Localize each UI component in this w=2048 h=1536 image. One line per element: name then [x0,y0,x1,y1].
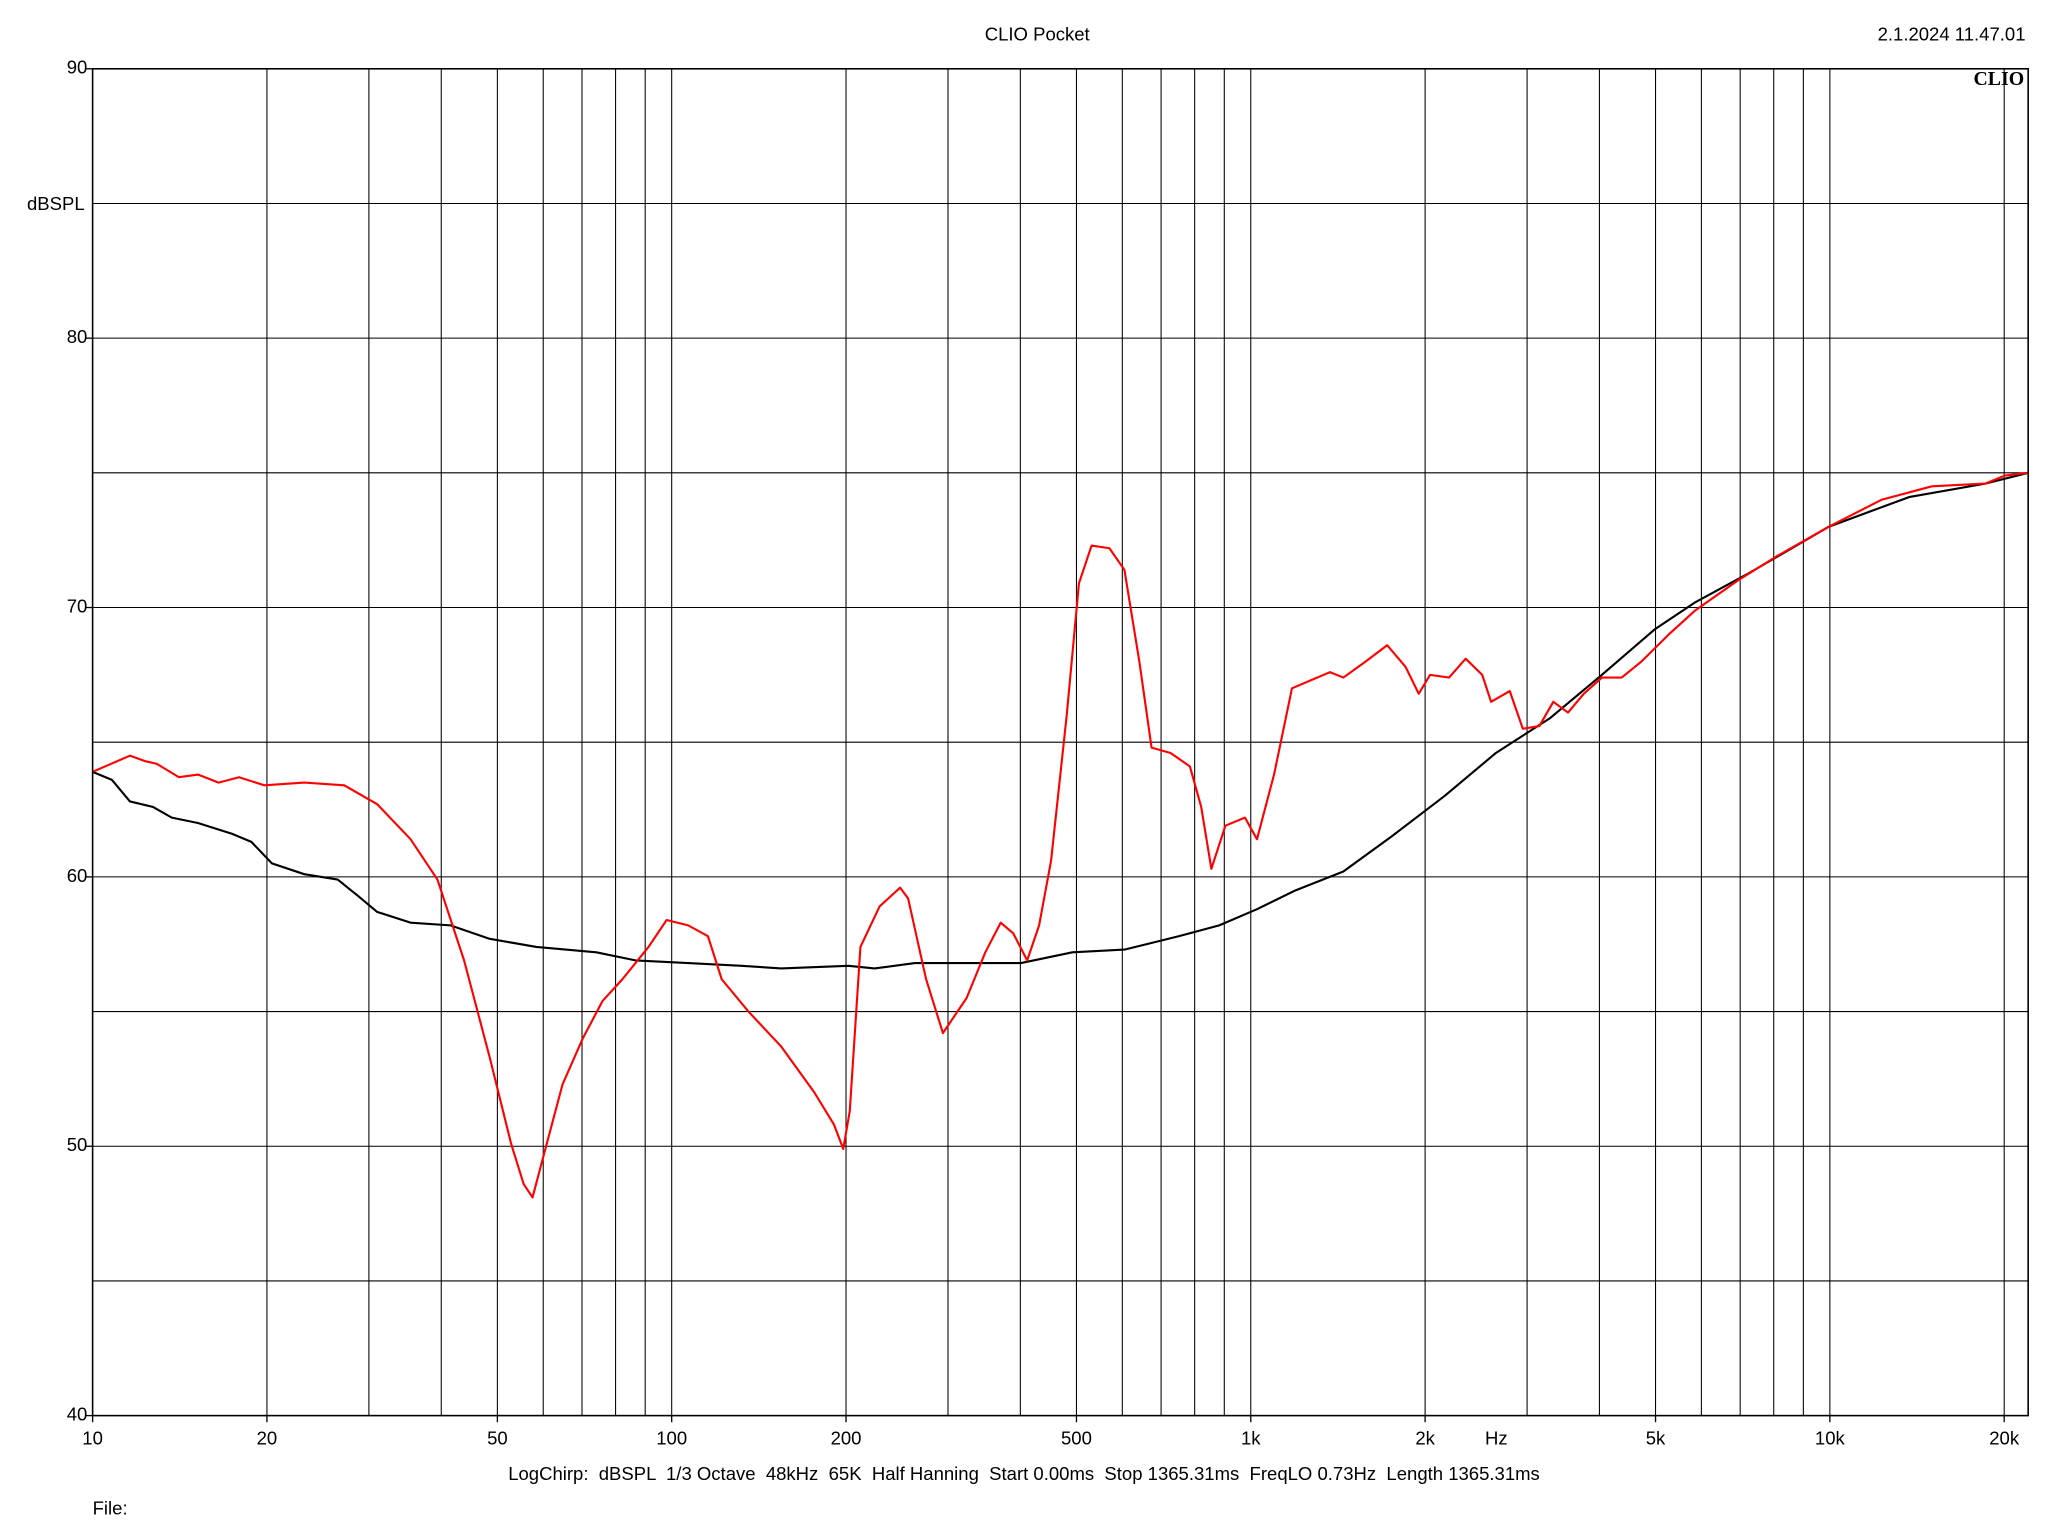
y-tick-label: 80 [67,326,88,347]
plot-frame [91,68,2029,1417]
x-tick-label: 50 [487,1427,508,1448]
x-tick-label: 10k [1815,1427,1846,1448]
chart-title: CLIO Pocket [985,24,1091,45]
x-tick-label: 100 [656,1427,687,1448]
x-tick-label: 200 [831,1427,862,1448]
series-line [92,471,2029,1199]
y-axis-label: dBSPL [27,193,85,214]
plot [92,471,2029,1199]
y-tick-label: 60 [67,865,88,886]
y-tick-label: 90 [67,57,88,78]
x-tick-label: 20 [257,1427,278,1448]
x-axis-label: Hz [1485,1427,1508,1448]
y-tick-label: 50 [67,1134,88,1155]
file-label: File: [93,1497,128,1518]
x-tick-label: 2k [1415,1427,1435,1448]
series-line [92,471,2029,970]
timestamp: 2.1.2024 11.47.01 [1878,24,2026,45]
settings: LogChirp: dBSPL 1/3 Octave 48kHz 65K Hal… [508,1463,1540,1484]
x-tick-label: 1k [1241,1427,1261,1448]
x-tick-label: 500 [1061,1427,1092,1448]
logo: CLIO [1973,68,2024,90]
y-tick-label: 40 [67,1403,88,1424]
y-tick-label: 70 [67,595,88,616]
x-tick-label: 5k [1646,1427,1666,1448]
x-tick-label: 10 [82,1427,103,1448]
grid: 10 20 50 100 200 500 1k 2k 5k 10k 20k 40 50 60 70 80 90 [67,57,2029,1448]
x-tick-label: 20k [1989,1427,2020,1448]
